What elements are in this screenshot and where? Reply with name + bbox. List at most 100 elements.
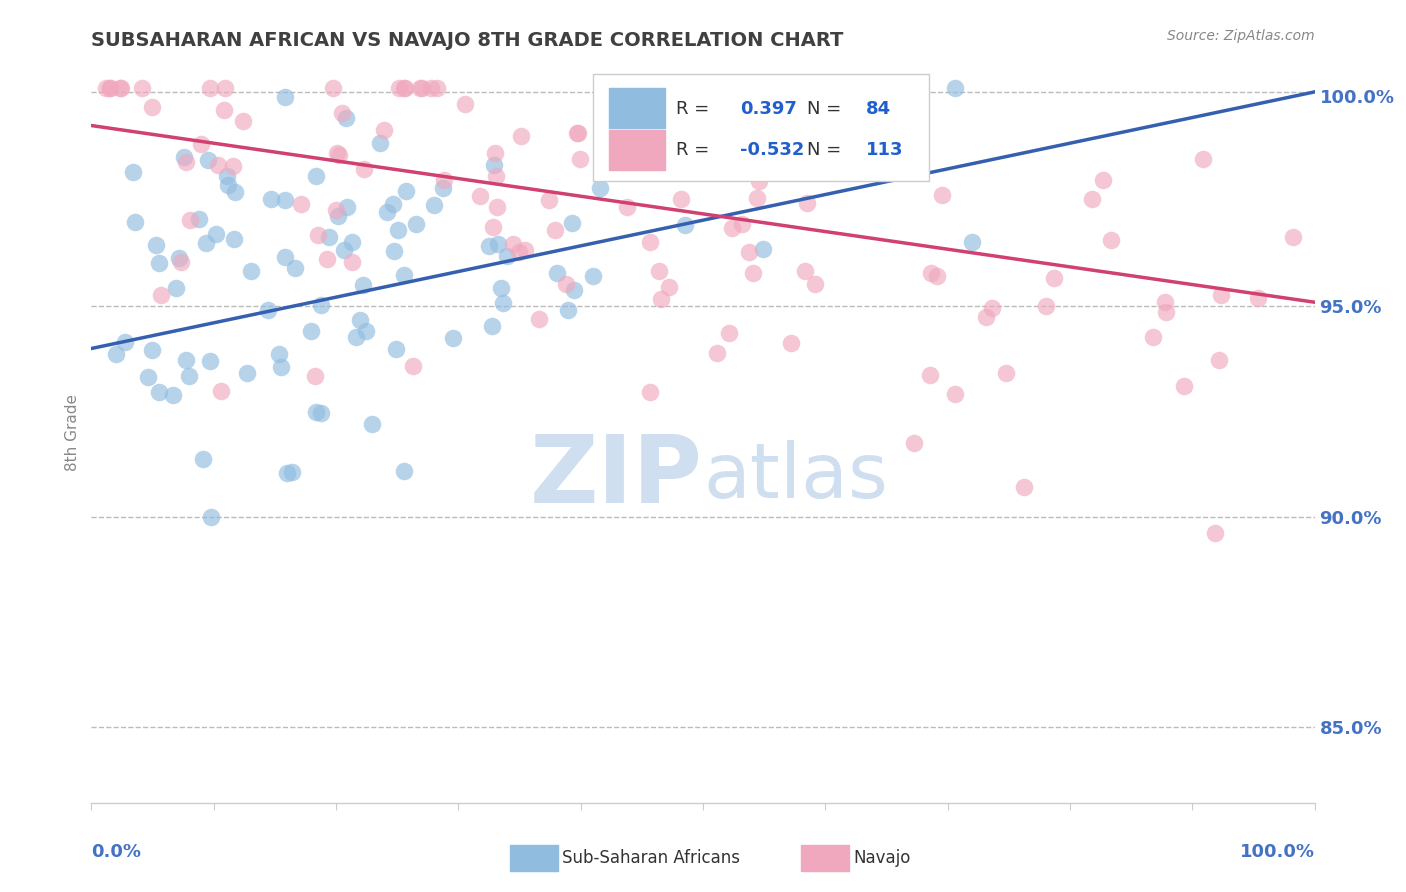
Point: [122, 164, 145, 178]
Point: [669, 193, 692, 207]
Point: [349, 313, 371, 327]
Point: [737, 245, 759, 260]
Point: [149, 287, 172, 301]
Text: N =: N =: [807, 100, 841, 118]
Point: [804, 277, 827, 291]
Point: [1204, 525, 1226, 540]
Point: [605, 160, 627, 174]
Point: [235, 366, 257, 380]
Point: [557, 303, 579, 318]
Point: [426, 80, 449, 95]
Point: [907, 162, 929, 177]
Y-axis label: 8th Grade: 8th Grade: [65, 394, 80, 471]
Point: [305, 169, 328, 183]
Point: [513, 243, 536, 257]
Point: [131, 80, 153, 95]
Point: [98, 80, 121, 95]
Point: [478, 239, 501, 253]
Text: Source: ZipAtlas.com: Source: ZipAtlas.com: [1167, 29, 1315, 43]
Point: [326, 209, 349, 223]
Point: [330, 105, 353, 120]
Point: [700, 136, 723, 151]
Text: N =: N =: [807, 141, 841, 159]
Point: [482, 220, 505, 235]
Point: [394, 80, 416, 95]
Point: [276, 466, 298, 480]
Point: [752, 242, 775, 256]
Point: [148, 256, 170, 270]
Point: [821, 145, 844, 160]
Text: 100.0%: 100.0%: [1240, 843, 1315, 861]
Point: [309, 406, 332, 420]
Point: [141, 343, 163, 358]
Point: [510, 129, 533, 144]
Point: [1209, 288, 1232, 302]
Point: [527, 312, 550, 326]
Point: [1012, 480, 1035, 494]
Point: [491, 280, 513, 294]
Point: [405, 217, 427, 231]
Point: [198, 80, 221, 95]
Point: [640, 384, 662, 399]
Point: [257, 303, 280, 318]
Point: [731, 217, 754, 231]
Point: [392, 464, 415, 478]
Point: [962, 235, 984, 249]
Point: [411, 80, 433, 95]
Point: [273, 250, 295, 264]
Point: [748, 162, 770, 177]
Point: [224, 232, 246, 246]
Point: [200, 509, 222, 524]
Point: [353, 277, 375, 292]
Point: [105, 346, 128, 360]
Point: [1281, 230, 1303, 244]
Point: [197, 153, 219, 168]
Point: [382, 197, 405, 211]
Text: 0.0%: 0.0%: [91, 843, 142, 861]
Point: [1142, 329, 1164, 343]
Text: 0.397: 0.397: [740, 100, 797, 118]
Point: [387, 222, 409, 236]
Point: [375, 205, 398, 219]
Point: [1091, 172, 1114, 186]
Point: [402, 359, 425, 373]
Point: [269, 347, 291, 361]
Point: [124, 215, 146, 229]
Point: [454, 97, 477, 112]
Point: [976, 310, 998, 325]
Point: [368, 136, 391, 150]
Point: [634, 131, 657, 145]
Point: [650, 292, 672, 306]
Point: [718, 326, 741, 341]
Point: [224, 186, 246, 200]
Point: [394, 268, 416, 282]
Text: -0.532: -0.532: [740, 141, 804, 159]
Point: [925, 268, 948, 283]
Point: [981, 301, 1004, 316]
Point: [395, 185, 418, 199]
Point: [193, 451, 215, 466]
Point: [638, 235, 661, 249]
Text: SUBSAHARAN AFRICAN VS NAVAJO 8TH GRADE CORRELATION CHART: SUBSAHARAN AFRICAN VS NAVAJO 8TH GRADE C…: [91, 31, 844, 50]
Point: [373, 123, 395, 137]
Point: [177, 369, 200, 384]
Point: [1081, 192, 1104, 206]
Point: [382, 244, 405, 259]
Point: [204, 227, 226, 242]
Point: [616, 200, 638, 214]
Point: [920, 368, 942, 382]
Point: [273, 194, 295, 208]
Point: [94, 80, 117, 95]
Point: [217, 169, 239, 184]
Point: [394, 80, 416, 95]
Point: [165, 281, 187, 295]
Point: [326, 145, 349, 160]
Point: [141, 100, 163, 114]
Point: [170, 254, 193, 268]
Point: [145, 237, 167, 252]
Point: [582, 269, 605, 284]
Point: [1154, 305, 1177, 319]
Point: [315, 252, 337, 267]
Point: [322, 80, 344, 95]
Point: [98, 80, 121, 95]
